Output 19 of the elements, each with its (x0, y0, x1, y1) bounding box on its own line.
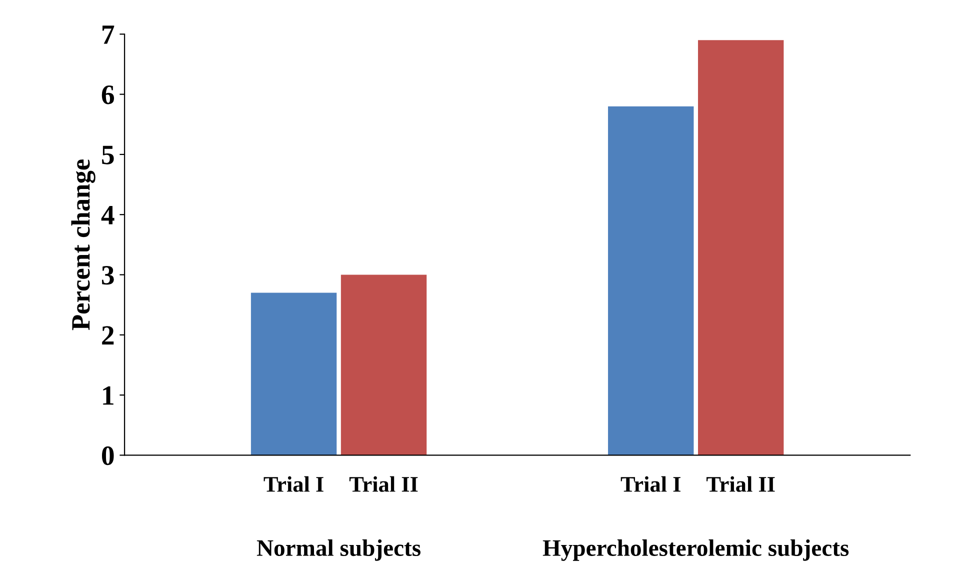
bar (340, 274, 427, 456)
bar (250, 292, 337, 456)
x-tick-label: Hypercholesterolemic subjects (542, 539, 849, 561)
bar (698, 40, 784, 456)
series-label: Trial II (349, 476, 418, 492)
series-label: Trial I (264, 476, 324, 492)
y-tick-label: 4 (101, 206, 114, 224)
y-tick-label: 2 (102, 326, 114, 345)
y-tick-label: 6 (102, 86, 114, 104)
text: Trial II (706, 476, 775, 492)
text: Trial I (620, 476, 680, 492)
y-axis-title: Percent change (71, 159, 96, 330)
bar (608, 106, 694, 456)
y-tick-label: 1 (103, 386, 114, 405)
x-tick-label: Normal subjects (256, 539, 421, 561)
y-tick-label: 3 (102, 266, 114, 285)
y-tick-label: 5 (102, 146, 114, 164)
y-tick-label: 0 (102, 446, 114, 466)
y-tick-label: 7 (102, 26, 114, 44)
